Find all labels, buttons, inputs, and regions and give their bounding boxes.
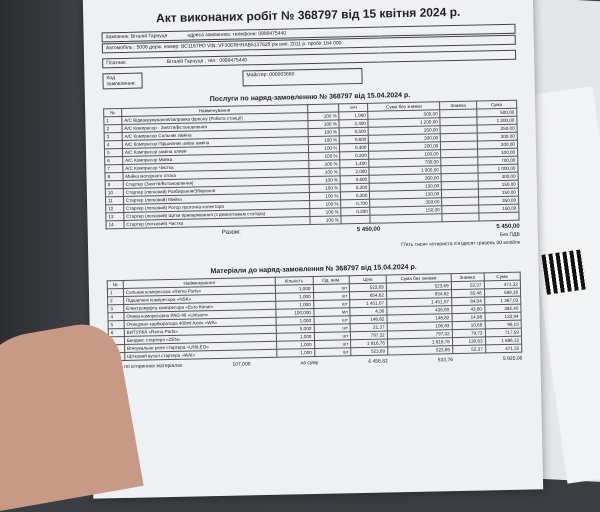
table-cell: 523,69	[387, 345, 453, 355]
customer: Замовник: Віталій Гарнуця	[105, 33, 168, 41]
total-no-discount: 6 458,82	[368, 358, 388, 365]
total: 5 925,06	[502, 355, 523, 363]
table-cell	[341, 215, 371, 224]
materials-table: № Найменування Кількість Од. вим. Ціна Сума б…	[107, 272, 523, 362]
table-cell: 471,32	[485, 344, 522, 353]
total-discount: 533,76	[437, 357, 454, 364]
table-cell: 14	[105, 220, 124, 229]
total-qty: 107,000	[232, 361, 251, 368]
address: адреса замовника: телефони: 0999475440	[187, 30, 287, 39]
total-no-discount: 5 450,00	[356, 226, 381, 234]
table-cell	[370, 213, 443, 224]
total: 5 450,00	[496, 223, 520, 231]
table-cell	[442, 213, 479, 222]
document: Акт виконаних робіт № 368797 від 15 квіт…	[82, 0, 544, 499]
table-cell: 523,69	[351, 346, 388, 356]
qr-code-icon	[541, 249, 587, 295]
services-table: № Найменування НЧ Сума без знижки Знижка…	[103, 100, 520, 230]
table-cell	[478, 212, 520, 222]
sum-label: на суму	[300, 359, 319, 367]
payer: Віталій Гарнуця , тел.: 0999475440	[166, 57, 248, 66]
code-label: Код замовлення:	[102, 72, 143, 90]
total-label: Разом:	[221, 229, 241, 236]
table-cell: 52,37	[452, 344, 486, 354]
master: Майстер: 000003660	[242, 67, 363, 87]
table-cell: шт	[314, 347, 352, 357]
document-title: Акт виконаних робіт № 368797 від 15 квіт…	[155, 4, 461, 26]
table-cell: 100 %	[309, 215, 342, 225]
payer-label: Платник:	[106, 59, 127, 67]
table-cell: 1,000	[276, 348, 315, 358]
